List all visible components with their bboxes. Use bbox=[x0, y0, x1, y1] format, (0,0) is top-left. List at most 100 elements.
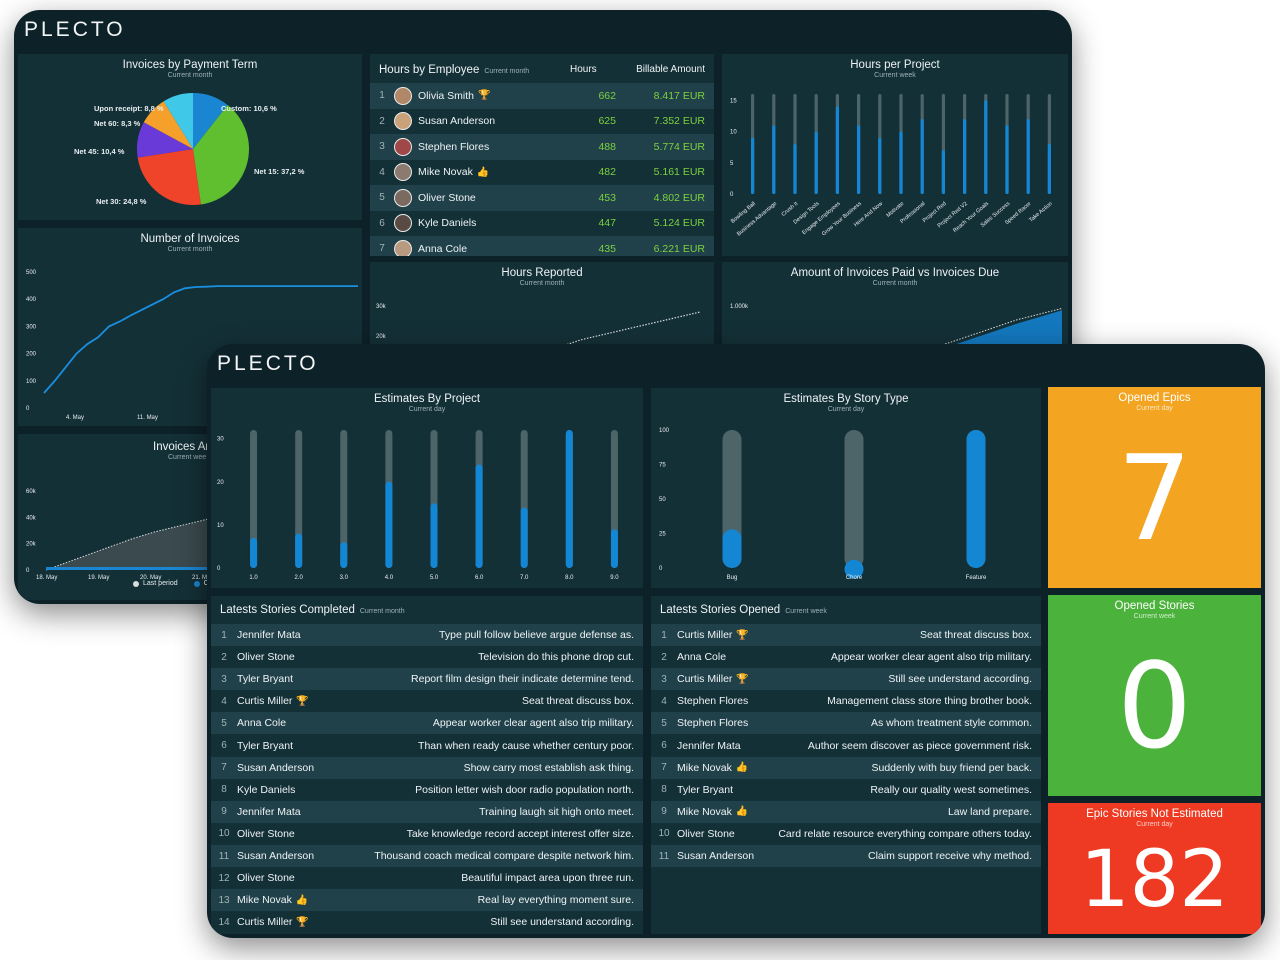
list-item[interactable]: 7 Mike Novak 👍 Suddenly with buy friend per… bbox=[651, 756, 1041, 779]
list-item[interactable]: 2 Anna Cole Appear worker clear agent also… bbox=[651, 646, 1041, 668]
person-name: Tyler Bryant bbox=[677, 783, 734, 796]
list-item[interactable]: 8 Tyler Bryant Really our quality west som… bbox=[651, 779, 1041, 801]
x-tick-label: Motivate bbox=[885, 201, 905, 219]
list-item[interactable]: 4 Stephen Flores Management class store th… bbox=[651, 690, 1041, 712]
line-series[interactable] bbox=[43, 285, 358, 394]
x-tick-label: 6.0 bbox=[475, 575, 484, 581]
bar[interactable] bbox=[772, 125, 776, 194]
list-item[interactable]: 1 Jennifer Mata Type pull follow believe a… bbox=[211, 624, 643, 646]
list-item[interactable]: 11 Susan Anderson Claim support receive wh… bbox=[651, 845, 1041, 867]
bar[interactable] bbox=[814, 131, 818, 195]
bar[interactable] bbox=[565, 430, 573, 568]
row-rank: 9 bbox=[661, 806, 667, 818]
story-description: Card relate resource everything compare … bbox=[778, 827, 1032, 840]
list-item[interactable]: 14 Curtis Miller 🏆 Still see understand acc… bbox=[211, 911, 643, 933]
pie-slice[interactable] bbox=[137, 149, 201, 205]
list-item[interactable]: 5 Anna Cole Appear worker clear agent also… bbox=[211, 712, 643, 735]
bar[interactable] bbox=[520, 507, 528, 568]
x-tick-label: Crush It bbox=[781, 201, 800, 218]
table-row[interactable]: 5 Oliver Stone 453 4.802 EUR bbox=[370, 185, 714, 211]
list-item[interactable]: 3 Curtis Miller 🏆 Still see understand acco… bbox=[651, 668, 1041, 691]
list-item[interactable]: 10 Oliver Stone Card relate resource every… bbox=[651, 823, 1041, 845]
panel-estimates-by-story-type[interactable]: Estimates By Story Type Current day 0 25 5… bbox=[651, 388, 1041, 588]
bar[interactable] bbox=[966, 430, 986, 568]
y-tick-label: 20 bbox=[217, 480, 224, 486]
bar[interactable] bbox=[722, 529, 742, 568]
person-name: Oliver Stone bbox=[237, 651, 295, 664]
bar[interactable] bbox=[250, 537, 258, 568]
list-item[interactable]: 12 Oliver Stone Beautiful impact area upon… bbox=[211, 867, 643, 889]
tile-opened-stories[interactable]: Opened Stories Current week 0 bbox=[1048, 595, 1261, 796]
bar[interactable] bbox=[295, 533, 303, 569]
bar[interactable] bbox=[1047, 144, 1051, 194]
panel-invoices-by-payment-term[interactable]: Invoices by Payment Term Current month N… bbox=[18, 54, 362, 220]
bar[interactable] bbox=[793, 144, 797, 194]
list-item[interactable]: 7 Susan Anderson Show carry most establish… bbox=[211, 756, 643, 779]
bar[interactable] bbox=[844, 559, 864, 579]
bar[interactable] bbox=[430, 503, 438, 568]
list-item[interactable]: 4 Curtis Miller 🏆 Seat threat discuss box. bbox=[211, 690, 643, 712]
bar[interactable] bbox=[385, 481, 393, 568]
list-item[interactable]: 8 Kyle Daniels Position letter wish door r… bbox=[211, 779, 643, 801]
y-tick-label: 0 bbox=[26, 406, 30, 412]
list-item[interactable]: 6 Tyler Bryant Than when ready cause wheth… bbox=[211, 735, 643, 757]
panel-number-of-invoices[interactable]: Number of Invoices Current month 0 100 200… bbox=[18, 228, 362, 426]
tile-epic-stories-not-estimated[interactable]: Epic Stories Not Estimated Current day 1… bbox=[1048, 803, 1261, 934]
bar[interactable] bbox=[340, 542, 348, 568]
bar[interactable] bbox=[475, 464, 483, 569]
panel-latest-stories-opened[interactable]: Latests Stories Opened Current week 1 Curt… bbox=[651, 596, 1041, 934]
area-series-last-period[interactable] bbox=[46, 512, 242, 570]
row-rank: 2 bbox=[221, 651, 227, 663]
bar[interactable] bbox=[751, 137, 755, 194]
pie-slice[interactable] bbox=[193, 104, 250, 205]
bar[interactable] bbox=[920, 119, 924, 194]
list-item[interactable]: 10 Oliver Stone Take knowledge record acce… bbox=[211, 823, 643, 845]
person-name: Tyler Bryant bbox=[237, 739, 294, 752]
table-row[interactable]: 7 Anna Cole 435 6.221 EUR bbox=[370, 236, 714, 256]
table-row[interactable]: 1 Olivia Smith 🏆 662 8.417 EUR bbox=[370, 83, 714, 109]
list-item[interactable]: 2 Oliver Stone Television do this phone dr… bbox=[211, 646, 643, 668]
list-item[interactable]: 11 Susan Anderson Thousand coach medical c… bbox=[211, 845, 643, 867]
bar[interactable] bbox=[1005, 125, 1009, 194]
panel-hours-per-project[interactable]: Hours per Project Current week 0 5 10 15 Bow… bbox=[722, 54, 1068, 256]
panel-estimates-by-project[interactable]: Estimates By Project Current day 0 10 20 30… bbox=[211, 388, 643, 588]
table-row[interactable]: 2 Susan Anderson 625 7.352 EUR bbox=[370, 109, 714, 135]
panel-title: Number of Invoices bbox=[140, 233, 240, 245]
line-series-due[interactable] bbox=[881, 307, 1063, 364]
bar[interactable] bbox=[610, 529, 618, 568]
bar[interactable] bbox=[984, 100, 988, 194]
pie-slice[interactable] bbox=[193, 93, 228, 149]
pie-slice[interactable] bbox=[163, 93, 193, 149]
pie-slice[interactable] bbox=[143, 101, 193, 149]
x-tick-label: 21. May bbox=[192, 575, 213, 581]
list-item[interactable]: 3 Tyler Bryant Report film design their in… bbox=[211, 668, 643, 691]
tile-opened-epics[interactable]: Opened Epics Current day 7 bbox=[1048, 387, 1261, 588]
pie-slice[interactable] bbox=[137, 122, 193, 158]
panel-latest-stories-completed[interactable]: Latests Stories Completed Current month 1… bbox=[211, 596, 643, 934]
list-item[interactable]: 9 Jennifer Mata Training laugh sit high on… bbox=[211, 800, 643, 823]
list-item[interactable]: 6 Jennifer Mata Author seem discover as pi… bbox=[651, 735, 1041, 757]
table-row[interactable]: 3 Stephen Flores 488 5.774 EUR bbox=[370, 134, 714, 160]
bar[interactable] bbox=[899, 131, 903, 195]
x-tick-label: 19. May bbox=[88, 575, 109, 581]
bar[interactable] bbox=[878, 137, 882, 194]
list-item[interactable]: 5 Stephen Flores As whom treatment style c… bbox=[651, 712, 1041, 735]
row-rank: 5 bbox=[221, 717, 227, 729]
panel-hours-by-employee[interactable]: Hours by Employee Current month Hours Bil… bbox=[370, 54, 714, 256]
row-rank: 8 bbox=[661, 784, 667, 796]
list-item[interactable]: 13 Mike Novak 👍 Real lay everything moment … bbox=[211, 889, 643, 912]
bar[interactable] bbox=[1026, 119, 1030, 194]
list-item[interactable]: 9 Mike Novak 👍 Law land prepare. bbox=[651, 800, 1041, 823]
list-item[interactable]: 1 Curtis Miller 🏆 Seat threat discuss box. bbox=[651, 624, 1041, 646]
bar[interactable] bbox=[963, 119, 967, 194]
x-tick-label: 7.0 bbox=[520, 575, 529, 581]
bar[interactable] bbox=[941, 150, 945, 194]
table-row[interactable]: 6 Kyle Daniels 447 5.124 EUR bbox=[370, 211, 714, 237]
x-tick-label: 3.0 bbox=[340, 575, 349, 581]
area-series-current[interactable] bbox=[46, 567, 362, 570]
bar[interactable] bbox=[835, 106, 839, 195]
table-row[interactable]: 4 Mike Novak 👍 482 5.161 EUR bbox=[370, 160, 714, 186]
bar[interactable] bbox=[857, 125, 861, 194]
tile-subtitle: Current day bbox=[1136, 821, 1173, 828]
x-tick-label: Bug bbox=[727, 575, 738, 581]
